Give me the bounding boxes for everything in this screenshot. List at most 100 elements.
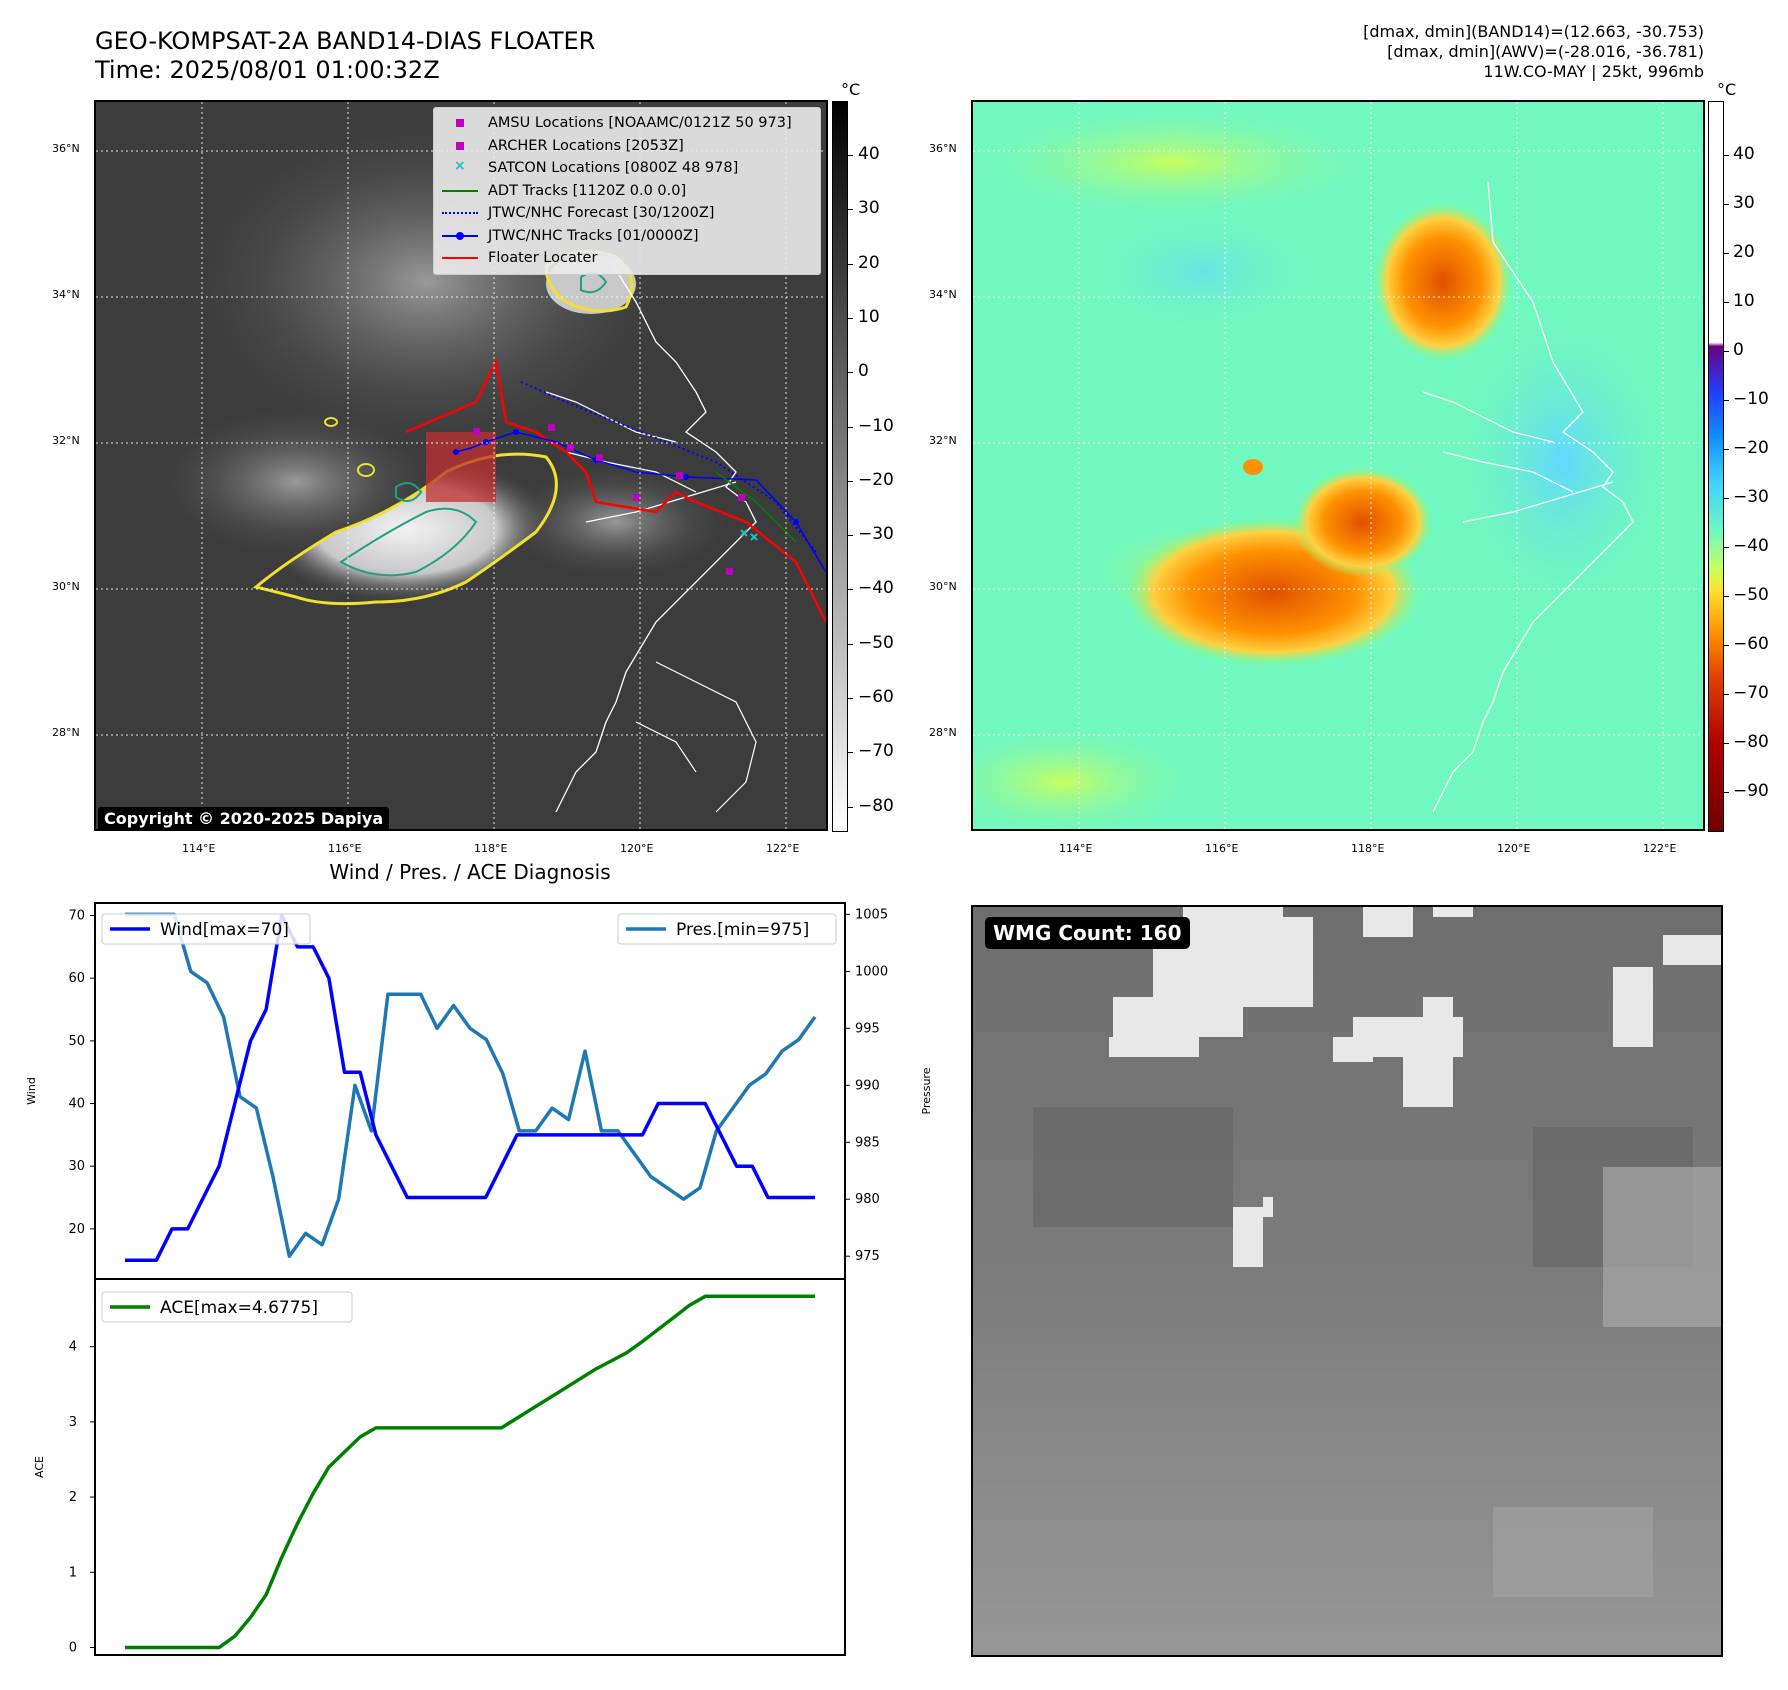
- colorbar-tick-mark: [848, 426, 853, 428]
- wv-map-svg: [973, 102, 1703, 829]
- moist-region: [973, 722, 1213, 829]
- colorbar-tick-mark: [848, 480, 853, 482]
- wind-legend-box: [101, 913, 311, 945]
- ace-legend-label: ACE[max=4.6775]: [160, 1298, 318, 1318]
- colorbar-tick-label: −80: [858, 795, 894, 816]
- wmg-panel: WMG Count: 160: [971, 905, 1723, 1657]
- colorbar-tick-mark: [848, 209, 853, 211]
- ace-tick-label: 0: [69, 1640, 77, 1655]
- legend-symbol-icon: [440, 229, 480, 243]
- colorbar-tick-label: 10: [1733, 291, 1755, 311]
- colorbar-tick-mark: [1724, 400, 1729, 401]
- pressure-tick-label: 995: [855, 1021, 880, 1036]
- colorbar-tick-mark: [848, 263, 853, 265]
- colorbar-tick-label: −30: [858, 524, 894, 545]
- legend-symbol-icon: [440, 251, 480, 265]
- pressure-tick-label: 985: [855, 1135, 880, 1150]
- lon-tick-label: 118°E: [1351, 842, 1385, 855]
- colorbar-tick-label: −40: [858, 578, 894, 599]
- colorbar-tick-label: 10: [858, 306, 880, 327]
- colorbar-tick-label: −60: [1733, 634, 1769, 654]
- small-cloud-contour: [324, 417, 338, 427]
- ace-tick-label: 4: [69, 1340, 77, 1355]
- ace-tick-label: 3: [69, 1415, 77, 1430]
- lon-tick-label: 120°E: [620, 842, 654, 855]
- lon-tick-label: 118°E: [474, 842, 508, 855]
- wind-tick-label: 70: [68, 909, 85, 924]
- colorbar-tick-label: 0: [1733, 340, 1744, 360]
- wmg-image: [973, 907, 1721, 1655]
- lon-tick-label: 114°E: [182, 842, 216, 855]
- legend-symbol-icon: [440, 184, 480, 198]
- legend-symbol-icon: [440, 206, 480, 220]
- lon-tick-label: 116°E: [328, 842, 362, 855]
- legend-entry: Floater Locater: [440, 247, 814, 270]
- colorbar-tick-mark: [848, 372, 853, 374]
- title-line-2: Time: 2025/08/01 01:00:32Z: [95, 56, 440, 84]
- ace-legend-box: [101, 1291, 353, 1323]
- pressure-line: [125, 912, 817, 1258]
- lon-tick-label: 116°E: [1205, 842, 1239, 855]
- wind-legend-label: Wind[max=70]: [160, 920, 289, 940]
- colorbar-tick-mark: [1724, 351, 1729, 352]
- wind-tick-label: 20: [68, 1222, 85, 1237]
- legend-entry: AMSU Locations [NOAAMC/0121Z 50 973]: [440, 112, 814, 135]
- colorbar-tick-label: −10: [1733, 389, 1769, 409]
- colorbar-tick-mark: [848, 155, 853, 156]
- wv-gridlines: [973, 102, 1703, 829]
- lat-tick-label: 30°N: [929, 580, 957, 593]
- adt-track: [715, 471, 797, 543]
- diagnostic-info: [dmax, dmin](BAND14)=(12.663, -30.753) […: [1363, 22, 1704, 82]
- small-cloud-contour: [357, 463, 375, 477]
- cold-cloud-contour-inner: [395, 482, 423, 502]
- legend-label: SATCON Locations [0800Z 48 978]: [488, 160, 739, 177]
- ace-axis-label: ACE: [33, 1456, 46, 1478]
- colorbar-tick-mark: [1724, 792, 1729, 793]
- info-line-1: [dmax, dmin](BAND14)=(12.663, -30.753): [1363, 22, 1704, 41]
- colorbar-tick-mark: [1724, 155, 1729, 156]
- colorbar-tick-label: −20: [858, 469, 894, 490]
- pressure-tick-label: 980: [855, 1192, 880, 1207]
- ace-axes-frame: [94, 1278, 846, 1656]
- wv-colorbar: [1708, 101, 1724, 832]
- lon-tick-label: 122°E: [1643, 842, 1677, 855]
- cold-cloud-contour-inner: [339, 507, 478, 577]
- wind-tick-label: 60: [68, 971, 85, 986]
- lat-tick-label: 34°N: [52, 288, 80, 301]
- colorbar-tick-label: −50: [858, 632, 894, 653]
- lat-tick-label: 34°N: [929, 288, 957, 301]
- wmg-light-area: [1493, 1507, 1653, 1597]
- convection-core: [1373, 202, 1513, 362]
- wind-tick-label: 40: [68, 1097, 85, 1112]
- ir-map-panel: AMSU Locations [NOAAMC/0121Z 50 973] ARCH…: [94, 100, 828, 831]
- pressure-legend-box: [617, 913, 837, 945]
- colorbar-tick-label: 40: [858, 144, 880, 164]
- lat-tick-label: 28°N: [929, 726, 957, 739]
- floater-locater-track: [405, 358, 826, 623]
- info-line-2: [dmax, dmin](AWV)=(-28.016, -36.781): [1387, 42, 1704, 61]
- convection-core: [1293, 467, 1433, 577]
- colorbar-tick-mark: [848, 643, 853, 645]
- legend-label: JTWC/NHC Forecast [30/1200Z]: [488, 205, 715, 222]
- lon-tick-label: 120°E: [1497, 842, 1531, 855]
- lon-tick-label: 122°E: [766, 842, 800, 855]
- colorbar-tick-mark: [848, 806, 853, 808]
- colorbar-tick-mark: [1724, 694, 1729, 695]
- pressure-tick-label: 990: [855, 1078, 880, 1093]
- legend-entry: JTWC/NHC Forecast [30/1200Z]: [440, 202, 814, 225]
- colorbar-tick-mark: [1724, 449, 1729, 450]
- diagnosis-title: Wind / Pres. / ACE Diagnosis: [329, 860, 611, 884]
- colorbar-tick-label: −70: [858, 741, 894, 762]
- colorbar-tick-label: 0: [858, 361, 869, 382]
- colorbar-tick-mark: [1724, 743, 1729, 744]
- copyright-badge: Copyright © 2020-2025 Dapiya: [98, 807, 390, 829]
- coastline: [1432, 181, 1634, 813]
- colorbar-tick-mark: [848, 317, 853, 319]
- diagnosis-chart: 20 30 40 50 60 70 975 980 985 990 995 1000 1005 0 1 2 3 4…: [25, 902, 933, 1656]
- legend-label: ARCHER Locations [2053Z]: [488, 137, 684, 154]
- lat-tick-label: 32°N: [929, 434, 957, 447]
- colorbar-tick-label: −60: [858, 687, 894, 707]
- colorbar-tick-label: −50: [1733, 585, 1769, 605]
- wind-tick-label: 50: [68, 1034, 85, 1049]
- wmg-dark-area: [1033, 1107, 1233, 1227]
